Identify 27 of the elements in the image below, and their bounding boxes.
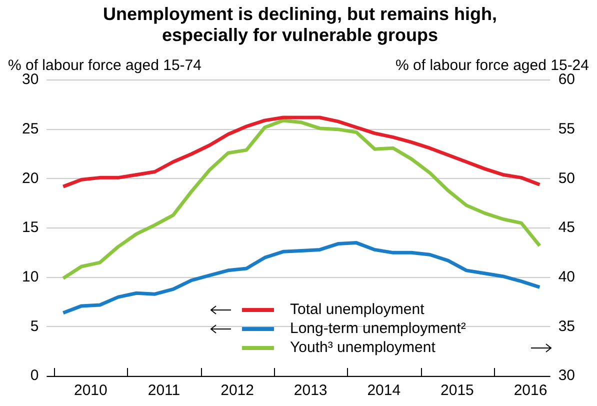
y2-tick-label: 50	[558, 170, 576, 187]
y2-tick-label: 35	[558, 318, 576, 335]
y2-axis-title: % of labour force aged 15-24	[396, 57, 589, 74]
y-tick-label: 25	[22, 120, 39, 138]
y2-tick-label: 30	[558, 367, 576, 384]
legend-label: Youth³ unemployment	[290, 339, 436, 356]
y-tick-label: 15	[22, 219, 39, 236]
y2-tick-label: 40	[558, 268, 576, 286]
legend-label: Total unemployment	[290, 301, 426, 318]
x-tick-label: 2012	[220, 382, 254, 400]
y-tick-label: 0	[30, 367, 39, 384]
x-tick-label: 2011	[148, 382, 180, 400]
x-tick-label: 2016	[514, 382, 548, 400]
y-tick-label: 10	[22, 268, 39, 286]
y2-tick-label: 45	[558, 219, 576, 236]
y-tick-label: 20	[22, 170, 39, 187]
legend-label: Long-term unemployment²	[290, 320, 467, 337]
y-axis-title: % of labour force aged 15-74	[8, 57, 202, 74]
x-tick-label: 2010	[74, 382, 108, 400]
x-tick-label: 2014	[367, 382, 401, 400]
chart-title: Unemployment is declining, but remains high, especially for vulnerable groups	[102, 4, 498, 46]
x-tick-label: 2015	[440, 382, 474, 400]
y-tick-label: 30	[22, 71, 39, 88]
y2-tick-label: 60	[558, 71, 576, 88]
y-tick-label: 5	[30, 318, 39, 335]
y2-tick-label: 55	[558, 120, 576, 138]
x-tick-label: 2013	[294, 382, 328, 400]
